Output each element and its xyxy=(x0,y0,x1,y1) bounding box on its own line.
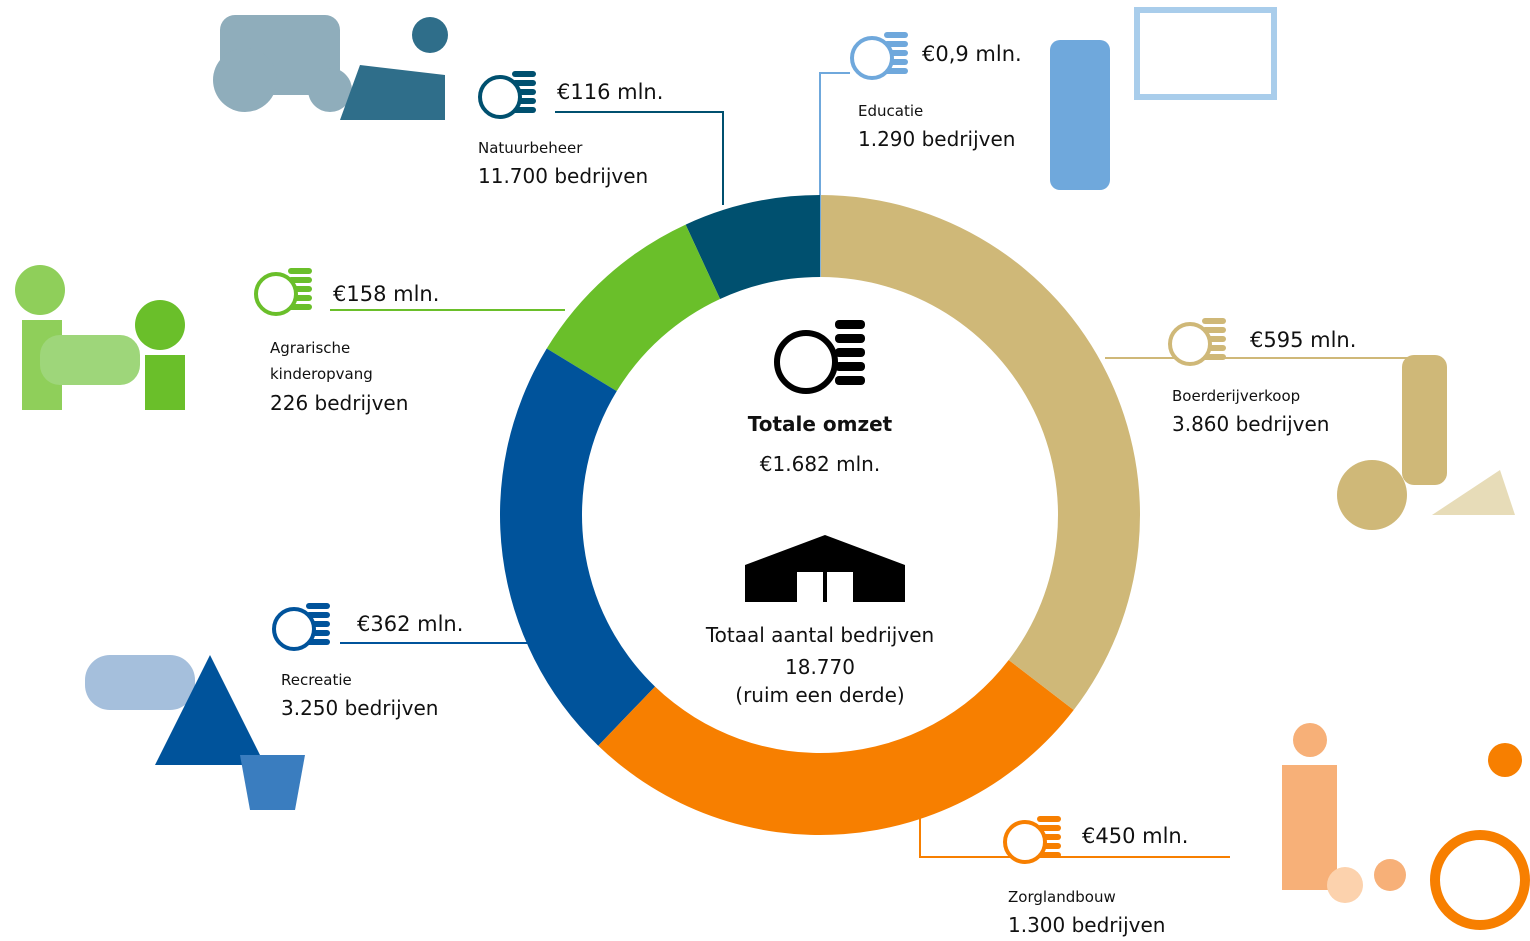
companies-label: 11.700 bedrijven xyxy=(478,164,648,188)
coin-icon xyxy=(274,603,330,649)
coin xyxy=(288,268,312,274)
value-label: €362 mln. xyxy=(357,612,463,636)
category-label: Recreatie xyxy=(281,667,401,693)
coin xyxy=(1005,822,1045,862)
value-label: €595 mln. xyxy=(1250,328,1356,352)
coin xyxy=(884,32,908,38)
coin xyxy=(306,603,330,609)
value-label: €116 mln. xyxy=(557,80,663,104)
companies-label: 3.860 bedrijven xyxy=(1172,412,1329,436)
coin xyxy=(256,274,296,314)
coin-icon xyxy=(480,71,536,117)
coin xyxy=(512,71,536,77)
infographic: Totale omzet €1.682 mln. Totaal aantal b… xyxy=(0,0,1530,941)
companies-label: 3.250 bedrijven xyxy=(281,696,438,720)
companies-label: 1.300 bedrijven xyxy=(1008,913,1165,937)
coin-icon xyxy=(852,32,908,78)
category-label: Agrarische kinderopvang xyxy=(270,335,390,387)
coin xyxy=(1170,324,1210,364)
barn-icon xyxy=(745,535,905,602)
coins-icon xyxy=(777,320,865,391)
revenue-title: Totale omzet xyxy=(620,412,1020,436)
coin xyxy=(852,38,892,78)
coin-icon xyxy=(1005,816,1061,862)
coin xyxy=(480,77,520,117)
coin xyxy=(1037,816,1061,822)
coin xyxy=(1202,318,1226,324)
companies-note: (ruim een derde) xyxy=(620,683,1020,707)
value-label: €0,9 mln. xyxy=(922,42,1022,66)
category-label: Boerderijverkoop xyxy=(1172,383,1292,409)
category-label: Zorglandbouw xyxy=(1008,884,1128,910)
connector xyxy=(820,73,850,195)
revenue-total: €1.682 mln. xyxy=(620,452,1020,476)
companies-label: 1.290 bedrijven xyxy=(858,127,1015,151)
category-label: Natuurbeheer xyxy=(478,135,598,161)
value-label: €450 mln. xyxy=(1082,824,1188,848)
coin-icon xyxy=(1170,318,1226,364)
value-label: €158 mln. xyxy=(333,282,439,306)
companies-title: Totaal aantal bedrijven xyxy=(620,623,1020,647)
coin xyxy=(274,609,314,649)
companies-label: 226 bedrijven xyxy=(270,391,408,415)
companies-total: 18.770 xyxy=(620,655,1020,679)
coin-icon xyxy=(256,268,312,314)
category-label: Educatie xyxy=(858,98,978,124)
